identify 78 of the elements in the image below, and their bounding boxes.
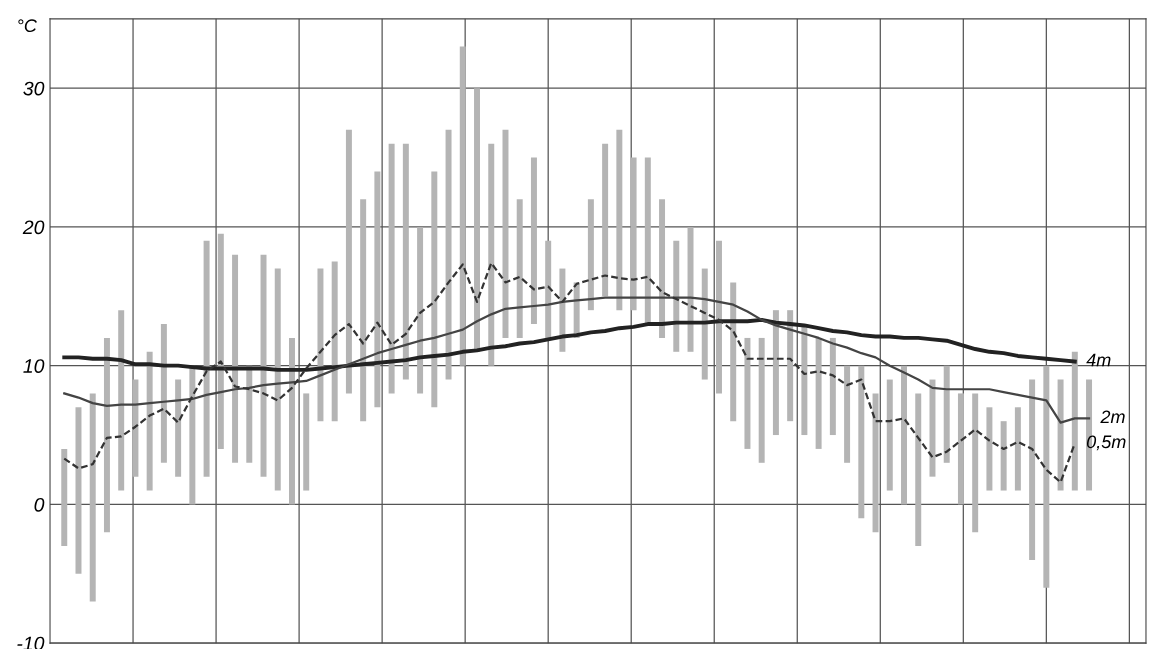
bar bbox=[331, 261, 338, 422]
bar bbox=[146, 351, 153, 491]
bar bbox=[417, 226, 424, 394]
bar bbox=[901, 365, 907, 505]
bar bbox=[103, 337, 110, 533]
bar bbox=[160, 324, 167, 463]
bar bbox=[374, 171, 381, 408]
bar bbox=[545, 240, 552, 338]
bar bbox=[89, 393, 96, 602]
bar bbox=[431, 171, 438, 408]
bar bbox=[844, 365, 851, 463]
bar bbox=[217, 233, 224, 449]
bar bbox=[730, 282, 737, 422]
series-label: 4m bbox=[1086, 353, 1111, 367]
bar bbox=[758, 337, 765, 463]
bar bbox=[246, 365, 253, 463]
bar bbox=[616, 129, 623, 311]
bar bbox=[445, 129, 452, 380]
bar bbox=[715, 240, 722, 394]
bar bbox=[260, 254, 267, 477]
bar bbox=[488, 143, 495, 366]
bar bbox=[801, 324, 808, 436]
bar bbox=[516, 199, 523, 338]
bar bbox=[673, 240, 680, 352]
bar bbox=[659, 199, 666, 338]
bar bbox=[118, 310, 125, 491]
bar bbox=[858, 365, 865, 519]
bar bbox=[232, 254, 239, 463]
bar bbox=[602, 143, 609, 297]
bar bbox=[402, 143, 409, 380]
line-series bbox=[63, 261, 1076, 484]
bar bbox=[289, 337, 295, 505]
bar bbox=[459, 46, 466, 366]
y-tick-label: 20 bbox=[22, 220, 45, 235]
bar bbox=[972, 393, 979, 533]
line-series bbox=[62, 317, 1077, 372]
bar bbox=[872, 393, 879, 533]
bar bbox=[687, 226, 694, 352]
bar bbox=[701, 268, 708, 380]
bar bbox=[815, 337, 822, 449]
bar bbox=[345, 129, 352, 394]
series-label: 2m bbox=[1100, 410, 1125, 424]
bar bbox=[587, 199, 594, 311]
bar bbox=[644, 157, 651, 325]
bar bbox=[559, 268, 566, 352]
bar bbox=[274, 268, 281, 491]
bar bbox=[915, 393, 922, 547]
bar bbox=[1014, 407, 1021, 491]
bar bbox=[175, 379, 182, 477]
bar bbox=[388, 143, 395, 394]
bar bbox=[957, 393, 964, 505]
bar bbox=[744, 337, 751, 449]
bar bbox=[772, 310, 779, 436]
bar bbox=[886, 379, 893, 491]
bar bbox=[1043, 365, 1050, 588]
bar bbox=[61, 448, 68, 547]
bar bbox=[303, 393, 310, 491]
series-label: 0,5m bbox=[1086, 435, 1126, 451]
bar bbox=[929, 379, 936, 477]
bar bbox=[203, 240, 210, 477]
bar bbox=[132, 379, 139, 477]
y-tick-label: 30 bbox=[23, 81, 45, 96]
bar bbox=[360, 199, 367, 422]
bar bbox=[986, 407, 993, 491]
y-axis-title: °C bbox=[18, 19, 37, 33]
bar bbox=[502, 129, 509, 338]
bar bbox=[530, 157, 537, 325]
bar bbox=[1057, 379, 1064, 491]
bar bbox=[1071, 351, 1078, 491]
bar bbox=[474, 88, 481, 352]
bar bbox=[630, 157, 637, 311]
y-tick-label: 0 bbox=[34, 497, 45, 512]
bar bbox=[317, 268, 324, 422]
bar bbox=[1000, 421, 1007, 491]
bar bbox=[1029, 379, 1036, 560]
y-tick-label: 10 bbox=[23, 359, 45, 373]
bar bbox=[943, 365, 950, 463]
bar bbox=[829, 337, 836, 436]
